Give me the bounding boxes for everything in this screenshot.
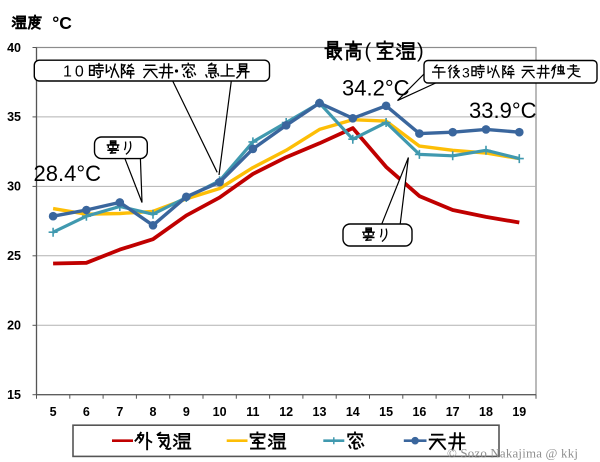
- svg-text:6: 6: [83, 405, 90, 419]
- svg-text:8: 8: [150, 405, 157, 419]
- svg-text:© Sozo Nakajima @ kkj: © Sozo Nakajima @ kkj: [447, 447, 578, 461]
- svg-text:33.9°C: 33.9°C: [469, 98, 537, 123]
- svg-text:(: (: [365, 41, 372, 63]
- svg-text:34.2°C: 34.2°C: [342, 75, 410, 100]
- svg-text:9: 9: [183, 405, 190, 419]
- svg-text:35: 35: [7, 110, 21, 124]
- svg-text:25: 25: [7, 249, 21, 263]
- svg-text:15: 15: [379, 405, 393, 419]
- svg-text:18: 18: [479, 405, 493, 419]
- svg-text:°C: °C: [52, 13, 72, 33]
- svg-text:7: 7: [116, 405, 123, 419]
- svg-text:13: 13: [313, 405, 327, 419]
- svg-text:20: 20: [7, 319, 21, 333]
- svg-text:28.4°C: 28.4°C: [34, 161, 102, 186]
- svg-text:16: 16: [412, 405, 426, 419]
- svg-text:11: 11: [246, 405, 259, 419]
- svg-text:17: 17: [446, 405, 460, 419]
- svg-text:3: 3: [462, 65, 470, 81]
- svg-text:40: 40: [7, 41, 21, 55]
- svg-text:5: 5: [50, 405, 57, 419]
- svg-text:10: 10: [63, 63, 87, 80]
- svg-text:10: 10: [213, 405, 227, 419]
- svg-text:19: 19: [512, 405, 526, 419]
- svg-text:14: 14: [346, 405, 360, 419]
- svg-text:15: 15: [7, 388, 21, 402]
- svg-text:): ): [417, 41, 424, 63]
- svg-text:12: 12: [279, 405, 293, 419]
- svg-text:30: 30: [7, 180, 21, 194]
